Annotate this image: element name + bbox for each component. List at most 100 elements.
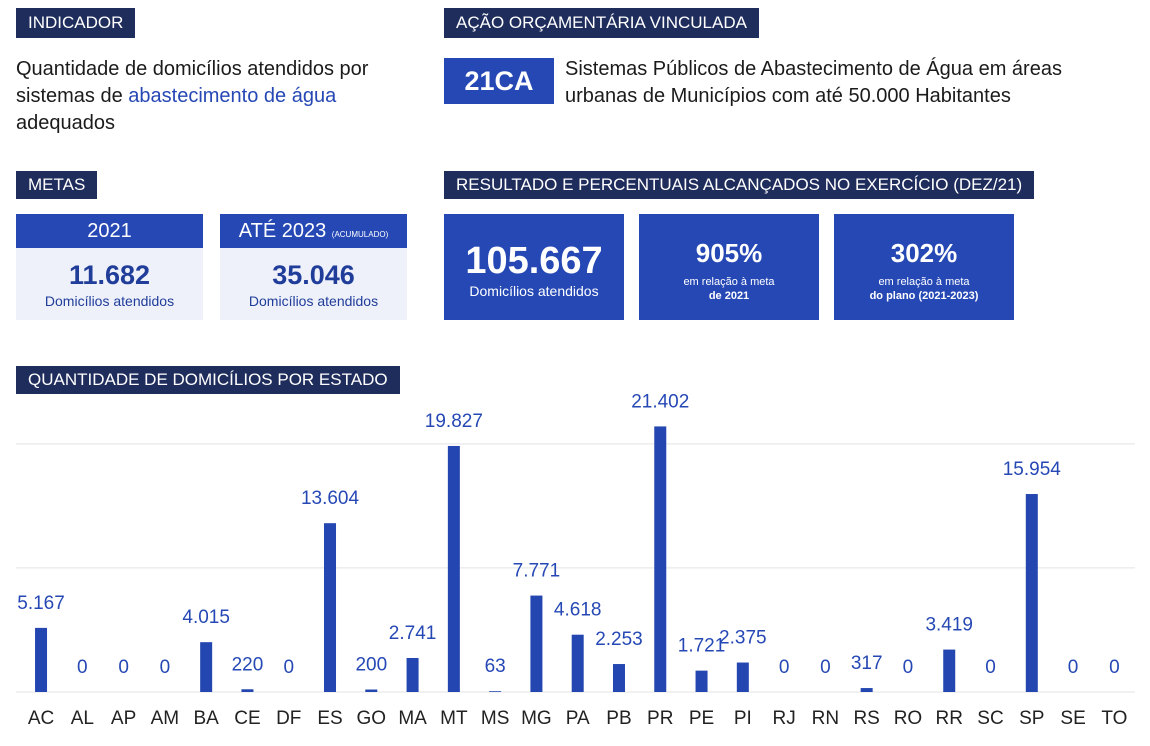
card-title: ATÉ 2023 [238,220,327,242]
x-tick-label: PB [606,708,631,729]
card-value: 105.667 [465,240,603,282]
value-label: 7.771 [513,561,561,582]
text: adequados [16,112,115,134]
value-label: 4.618 [554,600,602,621]
action-code: 21CA [444,58,554,104]
bar [35,627,48,692]
card-value: 302% [890,238,958,268]
x-tick-label: MG [521,708,552,729]
bar [571,634,584,692]
x-tick-label: SC [977,708,1003,729]
bar [489,691,502,692]
value-label: 4.015 [182,607,230,628]
bar [943,649,956,692]
value-label: 13.604 [301,488,360,509]
bar [695,670,708,692]
value-label: 63 [485,656,506,677]
bar [200,642,213,692]
x-tick-label: PR [647,708,673,729]
value-label: 21.402 [631,391,689,412]
bar [736,662,749,692]
value-label: 15.954 [1003,459,1062,480]
section-header: AÇÃO ORÇAMENTÁRIA VINCULADA [444,8,759,38]
card-unit: Domicílios atendidos [44,293,175,309]
x-tick-label: GO [357,708,387,729]
text: em relação à meta [683,276,775,288]
x-tick-label: AC [28,708,54,729]
chart-title: QUANTIDADE DE DOMICÍLIOS POR ESTADO [16,366,400,394]
result-card: 105.667 Domicílios atendidos [444,214,624,320]
card-note: em relação à meta de 2021 [669,275,789,303]
x-tick-label: AP [111,708,136,729]
text: de 2021 [708,290,750,302]
x-tick-label: MS [481,708,510,729]
card-title: 2021 [16,214,203,248]
value-label: 0 [820,657,831,678]
card-value: 35.046 [272,260,355,290]
value-label: 2.741 [389,623,437,644]
goal-card: 2021 11.682 Domicílios atendidos [16,214,203,320]
value-label: 0 [1109,657,1120,678]
bar [530,595,543,692]
x-tick-label: RJ [772,708,795,729]
value-label: 0 [903,657,914,678]
card-unit: Domicílios atendidos [248,293,379,309]
x-tick-label: RO [894,708,923,729]
value-label: 0 [779,657,790,678]
value-label: 220 [232,654,264,675]
value-label: 2.253 [595,629,643,650]
text: em relação à meta [878,276,970,288]
x-tick-label: MT [440,708,468,729]
action-description: Sistemas Públicos de Abastecimento de Ág… [565,58,1062,107]
highlight: abastecimento de água [128,85,337,107]
x-tick-label: CE [234,708,260,729]
value-label: 2.375 [719,628,767,649]
x-tick-label: PA [566,708,590,729]
x-tick-label: RR [936,708,963,729]
x-tick-label: DF [276,708,301,729]
value-label: 317 [851,653,883,674]
card-value: 11.682 [68,260,151,290]
card-unit: Domicílios atendidos [469,283,599,299]
bar [1025,494,1038,692]
card-value: 905% [695,238,763,268]
x-tick-label: MA [398,708,427,729]
result-card: 302% em relação à meta do plano (2021-202… [834,214,1014,320]
value-label: 0 [77,657,88,678]
x-tick-label: PE [689,708,714,729]
value-label: 1.721 [678,636,726,657]
x-tick-label: BA [193,708,219,729]
text: Quantidade de domicílios atendidos por s… [16,58,369,107]
value-label: 200 [355,655,387,676]
x-tick-label: ES [317,708,342,729]
x-tick-label: RS [853,708,879,729]
section-header: METAS [16,171,98,199]
goal-card: ATÉ 2023 (ACUMULADO) 35.046 Domicílios a… [220,214,407,320]
card-note: em relação à meta do plano (2021-2023) [864,275,984,303]
value-label: 0 [1068,657,1079,678]
value-label: 5.167 [17,593,65,614]
x-tick-label: SE [1060,708,1085,729]
bar [406,657,419,692]
indicator-text: Quantidade de domicílios atendidos por s… [16,56,426,137]
x-tick-label: PI [734,708,752,729]
x-tick-label: AM [151,708,180,729]
value-label: 3.419 [925,615,973,636]
value-label: 0 [118,657,129,678]
x-tick-label: TO [1101,708,1127,729]
bar [241,689,254,692]
bar [612,664,625,692]
bar [324,523,337,692]
bar [365,689,378,692]
bar [447,445,460,692]
card-note: (ACUMULADO) [331,230,389,239]
section-header: INDICADOR [16,8,136,38]
x-tick-label: SP [1019,708,1044,729]
bar [860,688,873,692]
value-label: 0 [283,657,294,678]
x-tick-label: RN [812,708,839,729]
value-label: 0 [985,657,996,678]
value-label: 0 [160,657,171,678]
